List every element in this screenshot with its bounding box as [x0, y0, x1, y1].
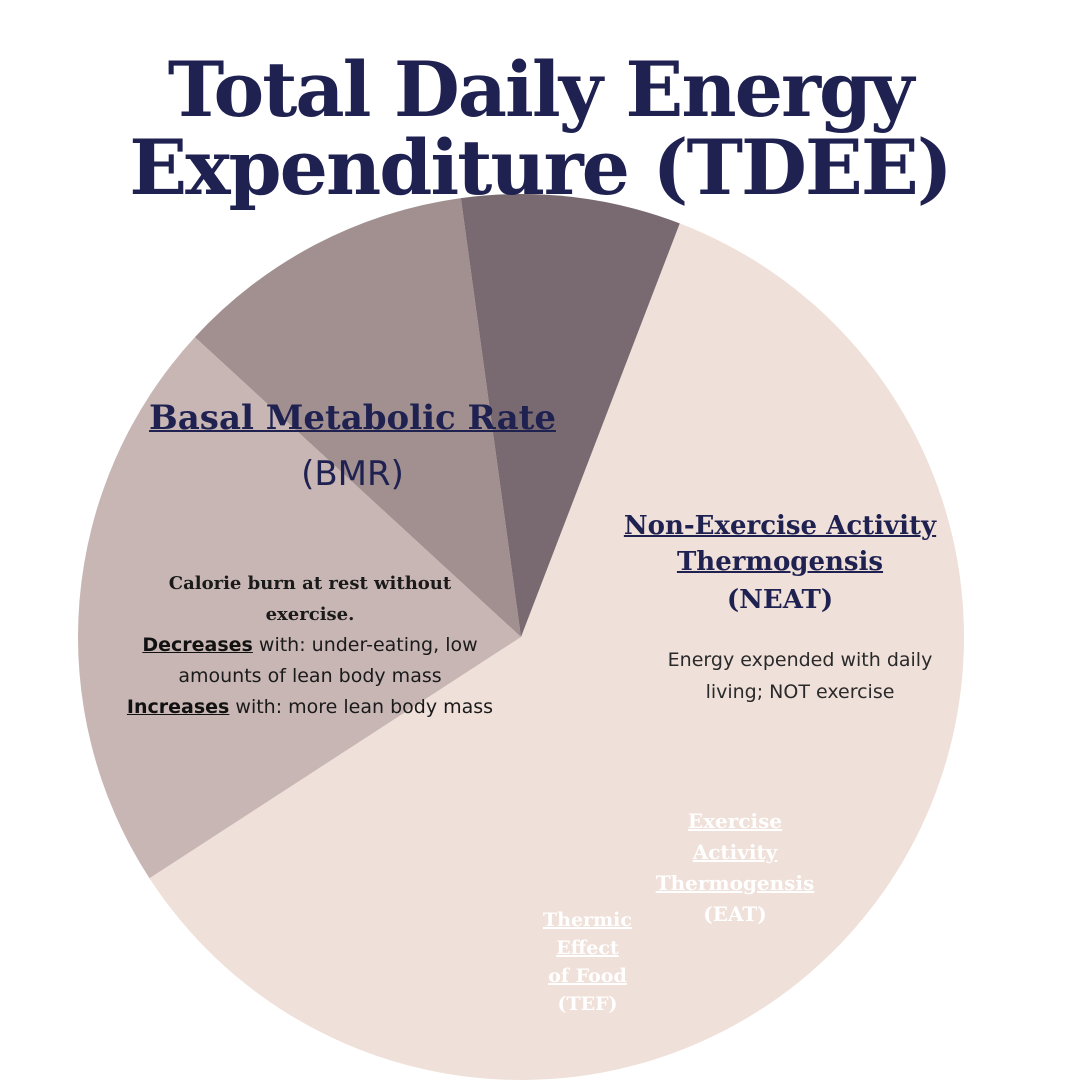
- bmr-decreases-keyword: Decreases: [142, 634, 253, 656]
- bmr-description: Calorie burn at rest without exercise. D…: [110, 568, 510, 723]
- bmr-increases-text: with: more lean body mass: [229, 696, 494, 718]
- bmr-slice-label: Basal Metabolic Rate (BMR): [110, 398, 595, 494]
- eat-abbreviation: (EAT): [703, 902, 767, 926]
- neat-slice-label: Non-Exercise Activity Thermogensis (NEAT…: [600, 508, 960, 620]
- bmr-decreases-text: with: under-eating, low amounts of lean …: [178, 634, 478, 687]
- chart-title-line-1: Total Daily Energy: [167, 45, 915, 134]
- tef-slice-label: Thermic Effect of Food (TEF): [525, 906, 650, 1018]
- tef-heading-line-1: Thermic: [543, 909, 632, 931]
- neat-heading-line-2: Thermogensis: [676, 547, 884, 577]
- pie-slice-neat: [77, 337, 521, 879]
- neat-abbreviation: (NEAT): [726, 585, 834, 615]
- bmr-abbreviation: (BMR): [301, 454, 404, 494]
- eat-heading-line-3: Thermogensis: [655, 871, 815, 895]
- eat-slice-label: Exercise Activity Thermogensis (EAT): [630, 806, 840, 930]
- bmr-heading: Basal Metabolic Rate: [149, 398, 556, 438]
- chart-title-line-2: Expenditure (TDEE): [129, 123, 952, 212]
- eat-heading-line-1: Exercise: [687, 809, 783, 833]
- tef-heading-line-2: Effect: [556, 937, 619, 959]
- pie-slice-bmr: [149, 223, 964, 1080]
- bmr-increases-keyword: Increases: [126, 696, 230, 718]
- tef-heading-line-3: of Food: [548, 965, 627, 987]
- pie-slice-tef: [460, 193, 680, 637]
- eat-heading-line-2: Activity: [692, 840, 778, 864]
- bmr-lead-line-2: exercise.: [265, 604, 355, 625]
- bmr-lead-line-1: Calorie burn at rest without: [168, 573, 452, 594]
- tef-abbreviation: (TEF): [557, 993, 618, 1015]
- neat-description: Energy expended with daily living; NOT e…: [667, 649, 933, 703]
- pie-slice-eat: [194, 198, 521, 637]
- neat-heading-line-1: Non-Exercise Activity: [623, 511, 937, 541]
